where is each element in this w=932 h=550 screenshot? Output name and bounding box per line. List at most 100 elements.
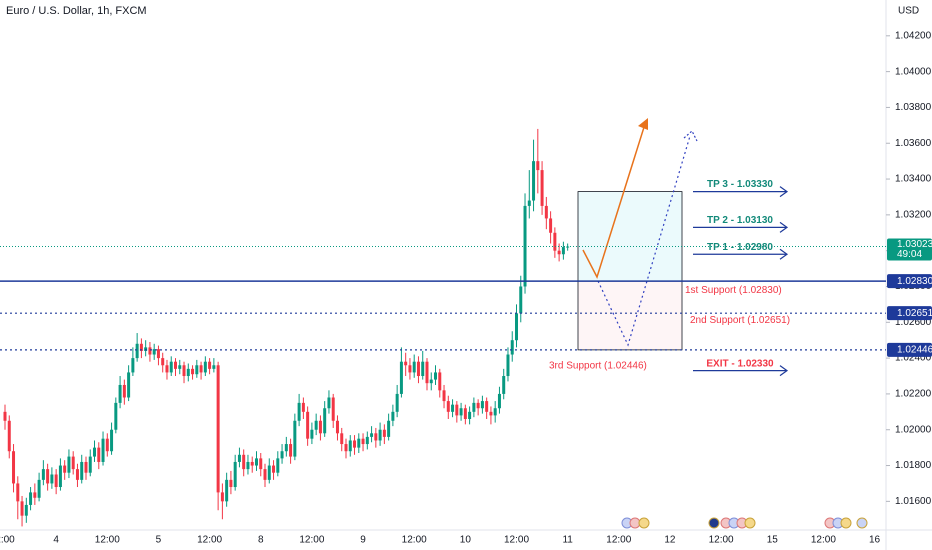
candle-body xyxy=(318,420,322,434)
x-tick-label: 15 xyxy=(767,535,779,546)
y-tick-label: 1.02000 xyxy=(895,424,932,435)
candle-body xyxy=(203,361,207,373)
candle-body xyxy=(242,454,246,470)
candle-body xyxy=(122,384,126,398)
candle-body xyxy=(421,361,425,377)
y-tick-label: 1.03800 xyxy=(895,102,932,113)
x-tick-label: 12:00 xyxy=(709,535,734,546)
candle-body xyxy=(493,408,497,416)
candle-body xyxy=(425,361,429,384)
candle-body xyxy=(272,465,276,473)
candle-body xyxy=(114,402,118,430)
x-tick-label: 12:00 xyxy=(504,535,529,546)
support-label: 3rd Support (1.02446) xyxy=(549,361,647,372)
target-label: TP 1 - 1.02980 xyxy=(707,242,773,253)
x-tick-label: 5 xyxy=(156,535,162,546)
x-tick-label: 4 xyxy=(53,535,59,546)
candle-body xyxy=(557,250,561,255)
candle-body xyxy=(327,397,331,409)
candle-body xyxy=(280,451,284,459)
x-tick-label: 12:00 xyxy=(402,535,427,546)
last-price-label: 1.03023 xyxy=(897,239,932,250)
candle-body xyxy=(156,349,160,359)
candle-body xyxy=(80,461,84,480)
candle-body xyxy=(233,461,237,488)
candle-body xyxy=(75,469,79,480)
x-tick-label: 12:00 xyxy=(811,535,836,546)
candle-body xyxy=(284,444,288,452)
candle-body xyxy=(404,361,408,366)
candle-body xyxy=(118,384,122,403)
candle-body xyxy=(314,420,318,430)
candle-body xyxy=(208,361,212,369)
candle-body xyxy=(24,504,28,516)
candle-body xyxy=(216,365,220,493)
candle-body xyxy=(250,461,254,466)
candle-body xyxy=(391,411,395,421)
y-tick-label: 1.03200 xyxy=(895,210,932,221)
stop-zone xyxy=(577,280,683,351)
candle-body xyxy=(37,479,41,498)
price-tag xyxy=(887,342,932,357)
x-tick-label: 9 xyxy=(360,535,366,546)
candle-body xyxy=(357,438,361,448)
y-tick-label: 1.04200 xyxy=(895,30,932,41)
candle-body xyxy=(348,440,352,452)
candle-body xyxy=(50,474,54,484)
candle-body xyxy=(7,420,11,452)
candle-body xyxy=(293,420,297,457)
candle-body xyxy=(16,483,20,502)
candle-body xyxy=(29,492,33,505)
candle-body xyxy=(84,461,88,473)
x-tick-label: 11 xyxy=(562,535,573,546)
support-label: 2nd Support (1.02651) xyxy=(690,315,790,326)
candle-body xyxy=(506,354,510,377)
candle-body xyxy=(254,458,258,466)
candle-body xyxy=(510,340,514,355)
target-label: EXIT - 1.02330 xyxy=(706,358,774,369)
candle-body xyxy=(46,469,50,484)
candle-body xyxy=(468,411,472,419)
candle-body xyxy=(71,456,75,470)
x-tick-label: 12 xyxy=(664,535,676,546)
candle-body xyxy=(438,372,442,391)
candle-body xyxy=(225,479,229,502)
candle-body xyxy=(544,205,548,219)
candle-body xyxy=(267,465,271,480)
y-tick-label: 1.03400 xyxy=(895,174,932,185)
target-label: TP 2 - 1.03130 xyxy=(707,215,773,226)
candle-body xyxy=(399,361,403,394)
x-tick-label: 12:00 xyxy=(299,535,324,546)
candle-body xyxy=(442,390,446,402)
candle-body xyxy=(412,361,416,373)
candle-body xyxy=(463,408,467,419)
candle-body xyxy=(549,218,553,233)
candle-body xyxy=(259,458,263,470)
countdown-label: 49:04 xyxy=(897,249,922,260)
candle-body xyxy=(135,343,139,359)
candle-body xyxy=(429,379,433,384)
candle-body xyxy=(212,365,216,369)
arrowhead xyxy=(779,221,789,233)
candle-body xyxy=(527,200,531,206)
candle-body xyxy=(434,372,438,380)
candle-body xyxy=(131,358,135,373)
candle-body xyxy=(382,429,386,437)
candle-body xyxy=(237,454,241,462)
candle-body xyxy=(306,411,310,439)
candle-body xyxy=(335,420,339,434)
candle-body xyxy=(446,401,450,412)
arrowhead xyxy=(779,248,789,260)
y-tick-label: 1.01800 xyxy=(895,460,932,471)
candle-body xyxy=(378,429,382,441)
candle-body xyxy=(310,429,314,439)
arrowhead xyxy=(779,186,789,198)
candle-body xyxy=(476,402,480,409)
candle-body xyxy=(67,456,71,473)
price-tag xyxy=(887,306,932,321)
candle-body xyxy=(395,393,399,412)
candle-body xyxy=(20,501,24,516)
candle-body xyxy=(41,469,45,480)
candle-body xyxy=(139,343,143,351)
